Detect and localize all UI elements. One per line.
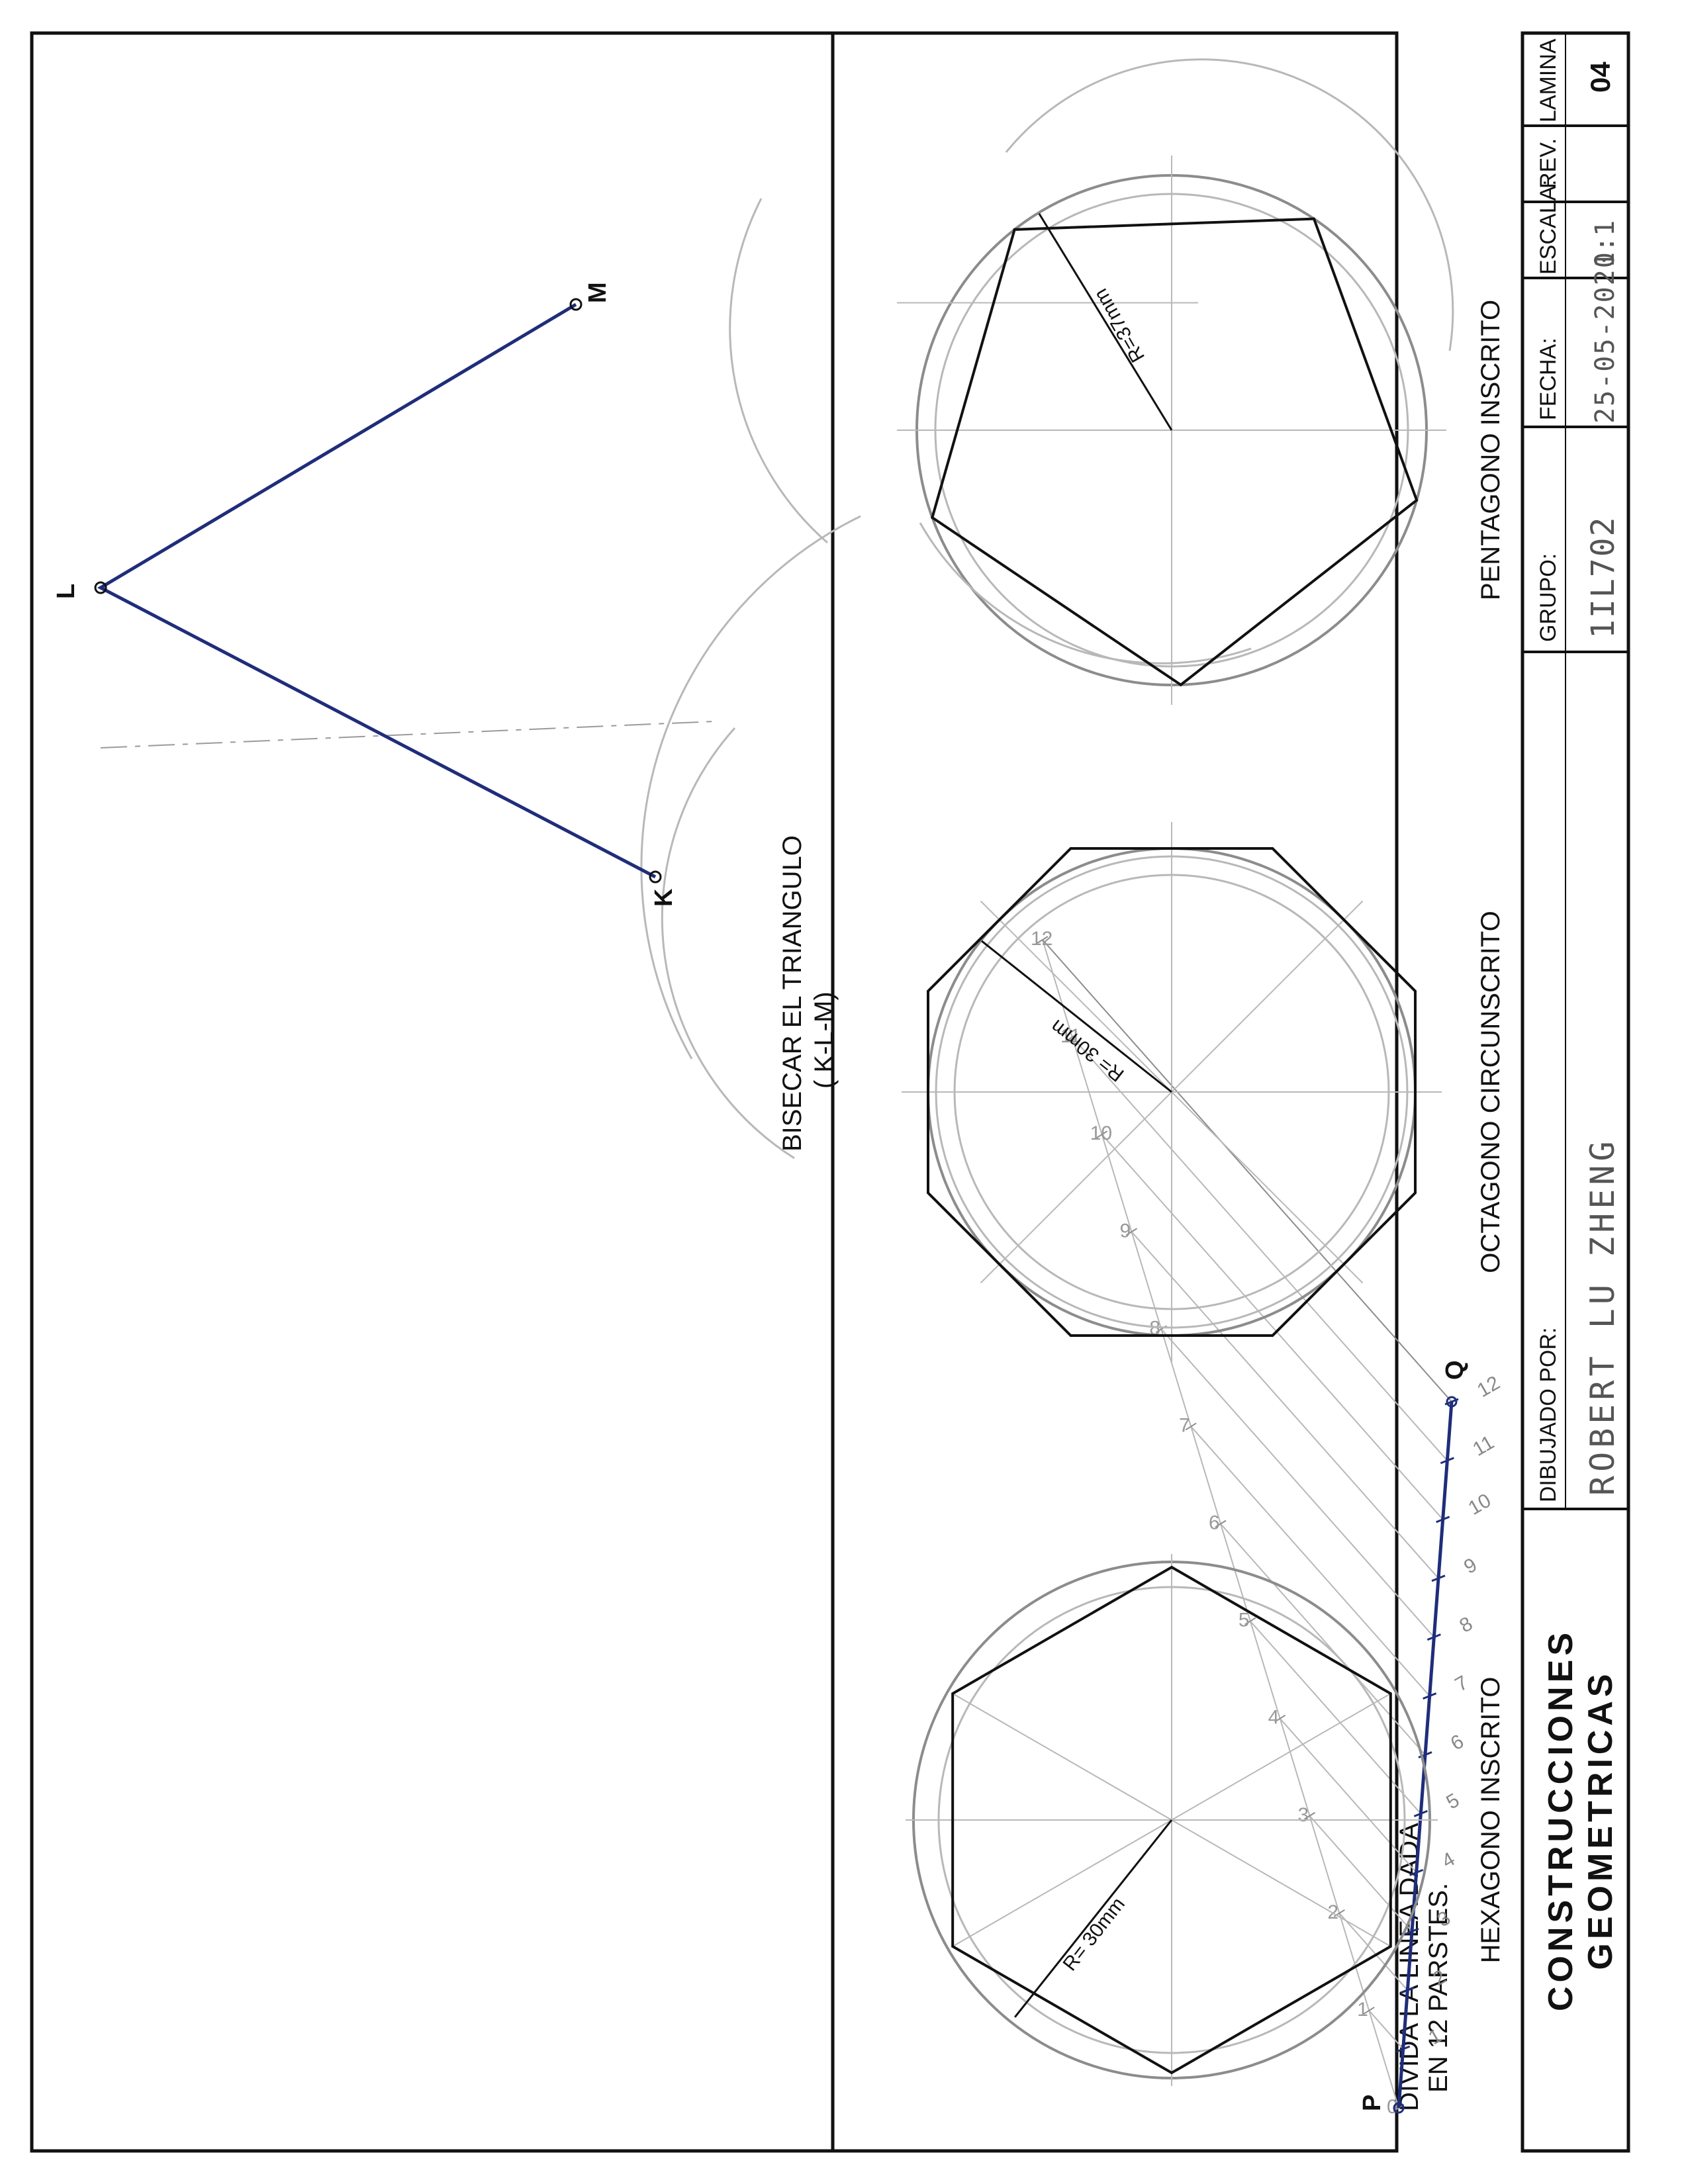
point-l-marker xyxy=(94,581,107,594)
panel-bisect-triangle: BISECAR EL TRIANGULO ( K-L-M) K L M xyxy=(52,198,861,1160)
bisector-line xyxy=(100,721,716,749)
oct-radius-line xyxy=(981,940,1172,1093)
tb-title-line2: GEOMETRICAS xyxy=(1581,1670,1620,1970)
parallel-line-9 xyxy=(1131,1231,1439,1579)
pent-construction-arc-2 xyxy=(1005,58,1454,351)
aux-label-7: 7 xyxy=(1179,1414,1190,1436)
bisect-construction-arcs xyxy=(640,198,861,1160)
aux-label-2: 2 xyxy=(1327,1901,1338,1923)
parallel-line-8 xyxy=(1160,1328,1435,1638)
hex-radius-line xyxy=(1013,1819,1173,2018)
line-pq xyxy=(1397,1401,1454,2109)
point-m-marker xyxy=(569,298,583,311)
parallel-line-11 xyxy=(1072,1036,1448,1461)
octagon-title: OCTAGONO CIRCUNSCRITO xyxy=(1476,911,1505,1273)
pent-radius-line xyxy=(1038,212,1173,431)
label-point-q: Q xyxy=(1441,1360,1469,1380)
parallel-line-1 xyxy=(1368,2010,1404,2050)
tb-rev-label: REV. xyxy=(1536,138,1561,189)
label-point-k: K xyxy=(650,888,678,907)
bisect-title-line2: ( K-L-M) xyxy=(810,991,839,1089)
aux-tick-1 xyxy=(1363,2007,1375,2015)
landscape-drawing: DIVIDA LA LINEA DADA EN 12 PARSTES. 0123… xyxy=(52,33,1628,2118)
aux-label-12: 12 xyxy=(1031,928,1052,950)
aux-tick-12 xyxy=(1037,936,1049,944)
divide-title-line2: EN 12 PARSTES. xyxy=(1424,1883,1453,2093)
aux-tick-7 xyxy=(1185,1422,1197,1431)
aux-label-11: 11 xyxy=(1060,1025,1081,1047)
aux-tick-9 xyxy=(1125,1228,1138,1236)
pentagon-shape xyxy=(931,217,1419,687)
tb-date-label: FECHA: xyxy=(1536,338,1561,420)
bisect-title-line1: BISECAR EL TRIANGULO xyxy=(778,835,807,1152)
octagon-shape xyxy=(927,847,1417,1337)
aux-tick-4 xyxy=(1274,1714,1286,1723)
tb-sheet-value: 04 xyxy=(1585,62,1616,93)
pentagon-title: PENTAGONO INSCRITO xyxy=(1476,300,1505,600)
aux-label-5: 5 xyxy=(1239,1610,1250,1631)
parallel-line-10 xyxy=(1101,1134,1444,1520)
pent-construction-arc-1 xyxy=(919,522,1252,664)
panel-divide-line: DIVIDA LA LINEA DADA EN 12 PARSTES. 0123… xyxy=(1031,928,1503,2118)
triangle-kl-lm xyxy=(97,302,657,879)
aux-label-0: 0 xyxy=(1387,2096,1398,2118)
aux-label-1: 1 xyxy=(1357,1999,1368,2021)
aux-label-10: 10 xyxy=(1090,1122,1112,1144)
aux-tick-6 xyxy=(1215,1520,1227,1528)
tb-scale-value: 1:1 xyxy=(1590,220,1620,268)
divide-construction-lines xyxy=(1037,936,1459,2112)
aux-label-6: 6 xyxy=(1209,1512,1220,1534)
tb-scale-label: ESCALA: xyxy=(1536,179,1561,275)
tb-group-value: 1IL702 xyxy=(1585,516,1622,639)
point-p-marker xyxy=(1393,2102,1405,2114)
tb-group-label: GRUPO: xyxy=(1536,553,1561,642)
title-block: CONSTRUCCIONES GEOMETRICAS DIBUJADO POR:… xyxy=(1522,33,1628,2011)
aux-tick-10 xyxy=(1096,1130,1108,1139)
parallel-line-3 xyxy=(1309,1815,1413,1932)
arc-from-k xyxy=(661,727,795,1160)
arc-from-m xyxy=(729,198,828,544)
octagon-construction: R= 30mm xyxy=(902,822,1442,1362)
hexagon-shape xyxy=(951,1565,1392,2075)
label-point-p: P xyxy=(1358,2095,1386,2111)
tb-drawn-by-value: ROBERT LU ZHENG xyxy=(1583,1137,1622,1496)
parallel-line-2 xyxy=(1338,1913,1409,1991)
tb-title-line1: CONSTRUCCIONES xyxy=(1542,1629,1580,2011)
point-q-marker xyxy=(1446,1396,1458,1408)
label-point-l: L xyxy=(52,584,80,599)
tb-date-value: 25-05-2020 xyxy=(1590,251,1620,424)
tb-sheet-label: LAMINA xyxy=(1536,38,1561,122)
aux-tick-5 xyxy=(1244,1617,1256,1625)
aux-label-9: 9 xyxy=(1120,1220,1131,1242)
title-block-frame xyxy=(1520,31,1630,2153)
sheet-frame xyxy=(30,31,1630,2153)
aux-label-3: 3 xyxy=(1298,1804,1309,1826)
tb-drawn-by-label: DIBUJADO POR: xyxy=(1536,1328,1561,1502)
point-k-marker xyxy=(649,870,662,884)
hexagon-title: HEXAGONO INSCRITO xyxy=(1476,1677,1505,1964)
aux-label-4: 4 xyxy=(1268,1707,1280,1729)
aux-tick-3 xyxy=(1303,1811,1316,1820)
parallel-line-5 xyxy=(1250,1620,1422,1815)
parallel-line-12 xyxy=(1042,939,1452,1402)
parallel-line-7 xyxy=(1190,1426,1430,1697)
arc-from-l xyxy=(640,515,861,1060)
aux-tick-11 xyxy=(1066,1033,1078,1041)
label-point-m: M xyxy=(584,282,612,303)
